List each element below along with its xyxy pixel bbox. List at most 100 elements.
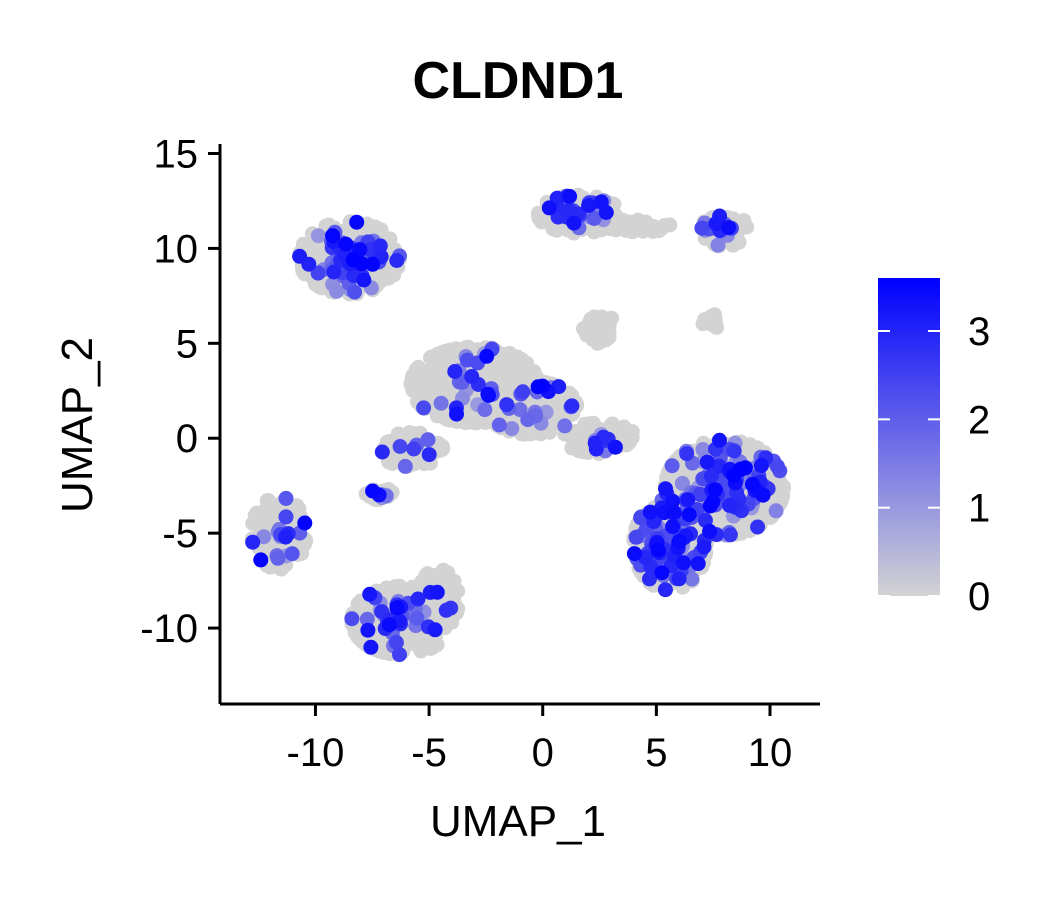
cell-point [433,395,449,411]
cell-point [722,527,738,543]
cell-point [557,418,573,434]
cell-point [593,194,609,210]
cell-point [642,504,658,520]
y-axis-title: UMAP_2 [53,337,102,513]
colorbar-tick-label: 3 [968,310,990,354]
colorbar-tick-label: 0 [968,575,990,619]
cell-point [410,591,426,607]
cell-point [297,515,313,531]
cell-point [256,529,272,545]
x-tick-label: -5 [411,731,447,775]
x-tick-label: 5 [645,731,667,775]
cell-point [407,636,423,652]
cell-point [284,546,300,562]
cell-point [414,366,430,382]
cell-point [679,446,695,462]
cell-point [479,348,495,364]
cell-point [708,216,724,232]
cell-point [692,486,708,502]
cell-point [776,479,792,495]
cell-point [704,317,720,332]
cell-point [721,220,737,236]
cell-point [363,639,379,655]
cell-point [464,369,480,384]
cell-point [665,519,681,535]
cell-point [392,647,407,663]
cell-point [654,565,670,581]
cell-point [347,284,363,300]
cell-point [587,435,603,451]
cell-point [381,617,397,633]
cell-point [368,220,384,236]
cell-point [601,329,617,345]
cell-point [278,490,294,506]
colorbar-ticks: 0 1 2 3 [878,310,990,619]
cell-point [696,539,712,555]
cell-point [360,622,376,638]
cell-point [350,596,366,612]
cell-point [372,238,388,254]
cell-point [561,202,577,218]
cell-point [515,384,531,400]
cell-point [292,248,308,264]
cell-point [581,422,597,438]
cell-point [278,509,294,525]
cell-point [695,442,711,457]
cell-point [329,283,345,299]
color-legend: 0 1 2 3 [878,278,990,619]
cell-point [356,272,372,288]
cell-point [497,351,513,367]
cell-point [530,379,546,395]
cell-point [449,406,464,422]
cell-point [638,219,653,235]
cell-point [586,211,602,226]
cell-point [388,635,404,650]
cell-point [722,497,737,513]
scatter-points [244,187,792,663]
colorbar-tick-label: 2 [968,398,990,442]
cell-point [699,454,715,470]
cell-point [392,439,408,454]
cell-point [570,433,586,449]
cell-point [712,432,727,448]
cell-point [665,493,681,509]
cell-point [325,228,341,244]
axes: -10 -5 0 5 10 15 10 5 0 -5 -10 [140,132,820,775]
cell-point [755,487,771,503]
cell-point [707,482,723,498]
x-tick-label: 0 [532,731,554,775]
cell-point [359,611,375,627]
x-tick-label: 10 [748,731,793,775]
cell-point [430,346,446,362]
cell-point [477,402,493,418]
cell-point [429,584,445,600]
cell-point [753,458,769,473]
cell-point [607,439,623,455]
cell-point [726,443,742,459]
cell-point [642,571,657,587]
cell-point [628,529,644,545]
colorbar-tick-label: 1 [968,487,990,531]
cell-point [662,217,678,233]
cell-point [247,508,263,524]
cell-point [260,502,276,518]
cell-point [702,523,718,539]
cell-point [566,215,582,231]
cell-point [564,398,580,414]
cell-point [442,342,458,358]
cell-point [581,198,597,213]
y-tick-label: -10 [140,607,198,651]
cell-point [750,519,766,535]
chart-title: CLDND1 [413,52,624,110]
cell-point [579,327,595,343]
cell-point [676,555,691,571]
cell-point [374,444,390,460]
cell-point [562,188,578,204]
cell-point [427,622,443,638]
cell-point [345,252,361,268]
colorbar-gradient [878,278,940,596]
cell-point [769,458,785,474]
y-tick-label: 10 [154,227,199,271]
cell-point [681,507,697,523]
cell-point [245,534,261,550]
